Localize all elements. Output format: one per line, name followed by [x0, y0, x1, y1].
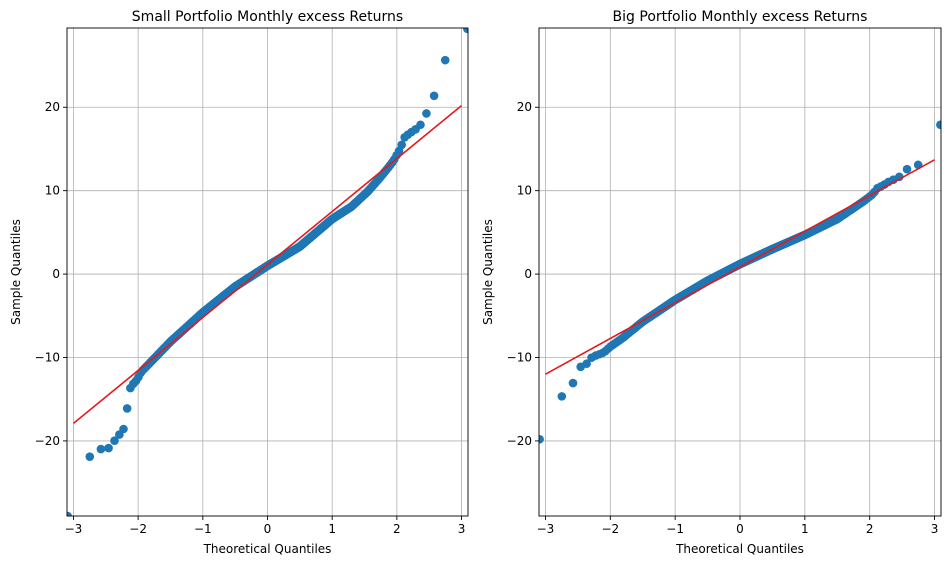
- data-point: [568, 378, 578, 388]
- plot-title: Big Portfolio Monthly excess Returns: [613, 9, 868, 25]
- x-tick-label: 3: [931, 522, 939, 536]
- y-tick-label: −10: [507, 351, 532, 365]
- x-tick-label: 2: [866, 522, 874, 536]
- plot-title: Small Portfolio Monthly excess Returns: [132, 9, 403, 25]
- data-point: [582, 359, 591, 369]
- y-tick-label: −10: [35, 351, 60, 365]
- gridlines: [539, 28, 941, 516]
- data-point: [895, 172, 904, 182]
- data-point: [463, 28, 468, 34]
- y-tick-label: 20: [45, 100, 60, 114]
- data-point: [85, 452, 95, 461]
- gridlines: [67, 28, 468, 516]
- data-point: [119, 424, 128, 434]
- x-tick-label: −2: [601, 522, 619, 536]
- x-axis-label: Theoretical Quantiles: [675, 542, 804, 556]
- y-tick-label: −20: [35, 434, 60, 448]
- y-tick-label: 10: [517, 184, 532, 198]
- data-point: [902, 164, 912, 174]
- x-axis-label: Theoretical Quantiles: [203, 542, 332, 556]
- y-tick-label: 0: [52, 267, 60, 281]
- reference-line: [72, 104, 463, 425]
- data-point: [422, 109, 431, 118]
- x-tick-label: −1: [194, 522, 212, 536]
- x-tick-label: 1: [328, 522, 336, 536]
- data-point: [96, 444, 106, 454]
- y-tick-label: 20: [517, 100, 532, 114]
- x-tick-label: 0: [736, 522, 744, 536]
- y-axis-label: Sample Quantiles: [9, 219, 23, 325]
- x-tick-label: −3: [65, 522, 83, 536]
- data-point: [397, 140, 406, 150]
- data-point: [429, 91, 439, 101]
- y-tick-label: −20: [507, 434, 532, 448]
- y-tick-label: 0: [524, 267, 532, 281]
- data-point: [440, 55, 450, 65]
- data-point: [122, 404, 132, 413]
- data-point: [557, 392, 567, 401]
- x-tick-label: 0: [264, 522, 272, 536]
- data-point: [67, 511, 72, 516]
- data-point: [104, 443, 113, 453]
- data-point: [110, 436, 119, 446]
- x-tick-label: −2: [129, 522, 147, 536]
- data-point: [416, 120, 425, 130]
- x-tick-label: 2: [393, 522, 401, 536]
- data-point: [936, 120, 941, 130]
- x-tick-label: −3: [537, 522, 555, 536]
- x-tick-label: 1: [801, 522, 809, 536]
- data-point: [539, 434, 544, 444]
- y-axis-label: Sample Quantiles: [481, 219, 495, 325]
- x-tick-label: 3: [458, 522, 466, 536]
- x-tick-label: −1: [666, 522, 684, 536]
- reference-line: [545, 159, 935, 375]
- y-tick-label: 10: [45, 184, 60, 198]
